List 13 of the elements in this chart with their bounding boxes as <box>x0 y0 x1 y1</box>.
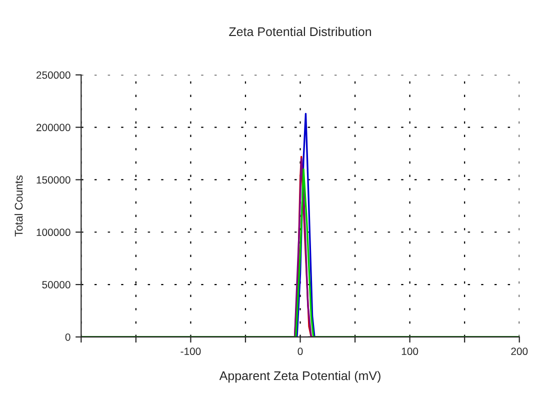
y-tick-label: 200000 <box>36 124 70 132</box>
y-axis-title: Total Counts <box>14 175 23 237</box>
y-tick-label: 250000 <box>36 71 70 79</box>
y-tick-label: 100000 <box>36 228 70 236</box>
x-axis-title: Apparent Zeta Potential (mV) <box>219 370 380 383</box>
x-tick-label: 200 <box>511 348 528 356</box>
y-tick-label: 50000 <box>42 281 70 288</box>
y-tick-label: 150000 <box>36 176 70 184</box>
x-tick-label: 0 <box>298 348 303 356</box>
y-tick-label: 0 <box>65 333 70 341</box>
x-tick-label: 100 <box>402 348 418 356</box>
x-tick-label: -100 <box>180 348 201 356</box>
chart-title: Zeta Potential Distribution <box>229 26 372 36</box>
